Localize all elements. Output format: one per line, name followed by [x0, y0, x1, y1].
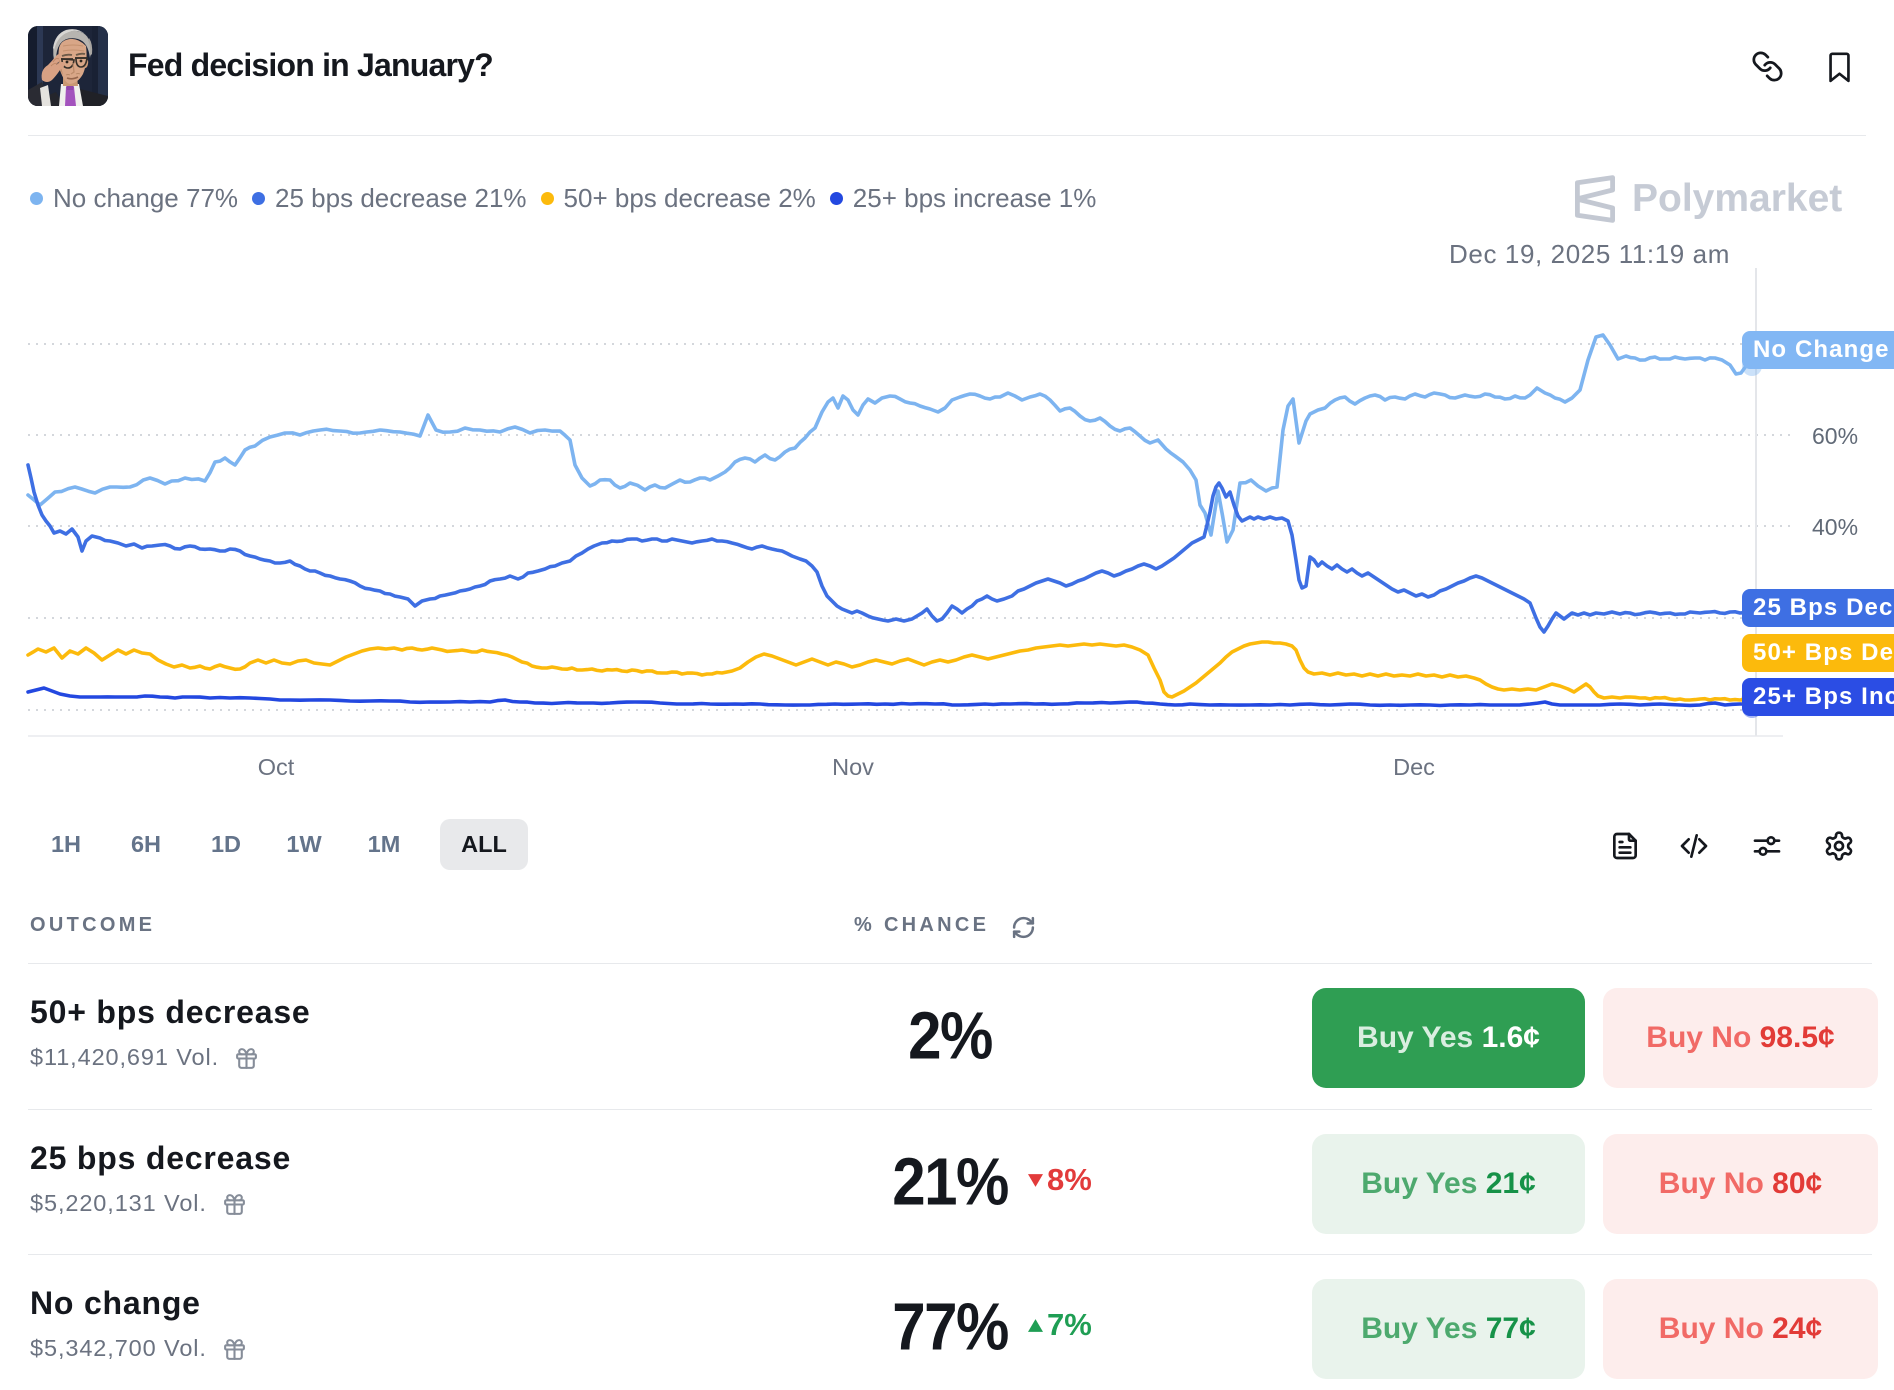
svg-text:60%: 60% — [1812, 423, 1858, 449]
svg-text:40%: 40% — [1812, 514, 1858, 540]
